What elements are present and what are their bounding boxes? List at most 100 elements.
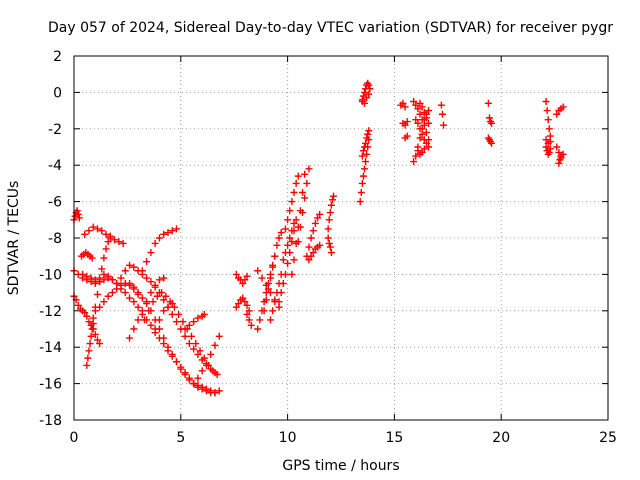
data-point bbox=[290, 219, 298, 227]
data-point bbox=[401, 103, 409, 111]
data-point bbox=[91, 276, 99, 284]
data-point bbox=[100, 298, 108, 306]
data-point bbox=[207, 350, 215, 358]
data-point bbox=[420, 145, 428, 153]
data-point bbox=[542, 143, 550, 151]
series-arc-32 bbox=[324, 234, 335, 257]
data-point bbox=[267, 274, 275, 282]
data-point bbox=[130, 283, 138, 291]
data-point bbox=[200, 354, 208, 362]
x-tick-label: 25 bbox=[599, 430, 617, 446]
data-point bbox=[138, 294, 146, 302]
data-point bbox=[173, 225, 181, 233]
data-point bbox=[269, 263, 277, 271]
data-point bbox=[555, 148, 563, 156]
series-arc-30 bbox=[305, 241, 324, 264]
data-point bbox=[284, 259, 292, 267]
data-point bbox=[241, 276, 249, 284]
data-point bbox=[194, 374, 202, 382]
data-point bbox=[190, 318, 198, 326]
data-point bbox=[277, 229, 285, 237]
series-arc-05 bbox=[83, 320, 97, 369]
data-point bbox=[245, 307, 253, 315]
data-point bbox=[418, 130, 426, 138]
data-point bbox=[121, 289, 129, 297]
series-arc-06 bbox=[81, 223, 127, 247]
data-point bbox=[160, 334, 168, 342]
data-point bbox=[366, 85, 374, 93]
data-point bbox=[326, 243, 334, 251]
data-point bbox=[284, 216, 292, 224]
data-point bbox=[309, 249, 317, 257]
data-point bbox=[286, 207, 294, 215]
y-tick-label: -10 bbox=[39, 267, 62, 283]
data-point bbox=[284, 241, 292, 249]
series-arc-44 bbox=[414, 145, 428, 158]
data-point bbox=[81, 309, 89, 317]
series-arc-23 bbox=[267, 270, 285, 324]
data-point bbox=[194, 383, 202, 391]
data-point bbox=[328, 196, 336, 204]
series-arc-09 bbox=[89, 232, 114, 322]
series-arc-45 bbox=[437, 101, 448, 129]
data-point bbox=[330, 192, 338, 200]
series-arc-29 bbox=[303, 210, 324, 260]
data-point bbox=[403, 132, 411, 140]
data-point bbox=[93, 336, 101, 344]
series-arc-41 bbox=[410, 98, 433, 144]
series-arc-01 bbox=[70, 207, 83, 224]
data-point bbox=[418, 148, 426, 156]
data-point bbox=[247, 321, 255, 329]
data-point bbox=[325, 216, 333, 224]
data-point bbox=[299, 189, 307, 196]
data-point bbox=[93, 225, 101, 233]
data-point bbox=[358, 96, 366, 104]
data-point bbox=[85, 227, 93, 235]
data-point bbox=[364, 130, 372, 138]
data-point bbox=[299, 209, 307, 217]
data-point bbox=[194, 350, 202, 358]
data-point bbox=[162, 292, 170, 300]
series-arc-15 bbox=[181, 310, 208, 333]
data-point bbox=[281, 225, 289, 233]
y-tick-label: -8 bbox=[48, 231, 62, 247]
data-point bbox=[232, 303, 240, 311]
data-point bbox=[422, 128, 430, 136]
data-point bbox=[316, 241, 324, 249]
data-point bbox=[414, 119, 422, 127]
series-arc-51 bbox=[553, 103, 567, 118]
data-point bbox=[281, 249, 289, 257]
data-point bbox=[117, 281, 125, 289]
data-point bbox=[88, 325, 96, 333]
y-tick-label: -4 bbox=[48, 158, 62, 174]
data-point bbox=[485, 114, 493, 122]
data-point bbox=[290, 189, 298, 196]
data-point bbox=[438, 110, 446, 118]
y-tick-label: -16 bbox=[39, 377, 62, 393]
data-point bbox=[147, 289, 155, 297]
series-arc-50 bbox=[542, 136, 554, 147]
data-point bbox=[181, 325, 189, 333]
data-point bbox=[130, 325, 138, 333]
data-point bbox=[275, 234, 283, 242]
data-point bbox=[211, 341, 219, 349]
data-point bbox=[98, 265, 106, 273]
data-point bbox=[213, 371, 221, 378]
data-point bbox=[288, 238, 296, 246]
data-point bbox=[155, 276, 163, 284]
data-point bbox=[365, 81, 373, 89]
data-point bbox=[305, 243, 313, 251]
data-point bbox=[98, 227, 106, 235]
data-point bbox=[87, 274, 95, 282]
y-tick-label: 0 bbox=[53, 85, 62, 101]
data-point bbox=[243, 310, 251, 318]
data-point bbox=[215, 387, 223, 395]
series-arc-10 bbox=[126, 280, 219, 397]
data-point bbox=[401, 121, 409, 129]
data-point bbox=[149, 298, 157, 306]
data-point bbox=[173, 358, 181, 366]
data-point bbox=[422, 114, 430, 122]
data-point bbox=[360, 165, 368, 173]
data-point bbox=[100, 270, 108, 278]
y-tick-label: -2 bbox=[48, 122, 62, 138]
